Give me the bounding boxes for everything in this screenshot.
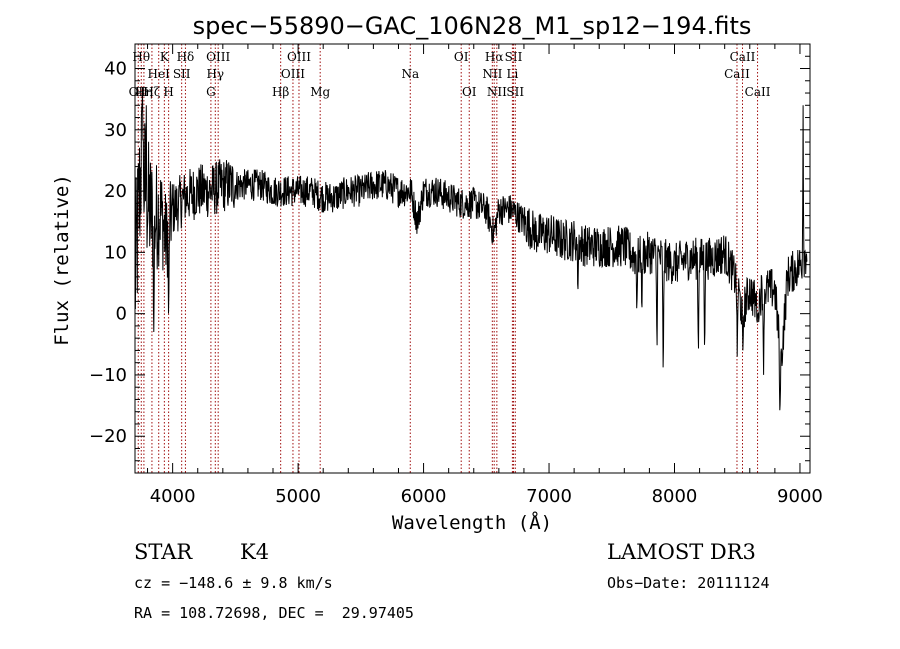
- line-marker-label: SII: [506, 85, 524, 99]
- x-axis-label: Wavelength (Å): [392, 511, 552, 534]
- line-marker-label: H: [163, 85, 173, 99]
- y-axis-label: Flux (relative): [51, 174, 73, 346]
- line-marker-label: Hγ: [206, 67, 224, 81]
- line-marker-label: OIII: [287, 50, 311, 64]
- object-subclass: K4: [240, 540, 270, 564]
- plot-frame: [134, 43, 811, 474]
- line-marker-label: Hη: [135, 85, 153, 99]
- y-tick-label: 30: [104, 120, 127, 141]
- line-marker-label: Li: [506, 67, 518, 81]
- line-marker-label: Hα: [485, 50, 504, 64]
- y-tick-label: 40: [104, 59, 127, 80]
- line-marker-label: SII: [173, 67, 191, 81]
- line-marker-label: NII: [482, 67, 502, 81]
- observation-date: Obs−Date: 20111124: [607, 574, 770, 592]
- x-axis: 4000 5000 6000 7000 8000 9000: [147, 44, 823, 507]
- x-tick-label: 4000: [150, 486, 196, 507]
- line-marker-label: Hθ: [132, 50, 150, 64]
- x-tick-label: 7000: [526, 486, 572, 507]
- line-marker-label: OI: [462, 85, 477, 99]
- line-marker-label: CaII: [730, 50, 756, 64]
- object-class: STAR: [134, 540, 193, 564]
- survey-name: LAMOST DR3: [607, 540, 756, 564]
- redshift-readout: cz = −148.6 ± 9.8 km/s: [134, 574, 333, 592]
- y-tick-label: 0: [116, 304, 127, 325]
- spectral-line-markers: OIIHθHηHζHeIKHSIIHδGHγOIIIHβOIIIOIIIMgNa…: [129, 44, 771, 473]
- line-marker-label: NII: [487, 85, 507, 99]
- line-marker-label: HeI: [148, 67, 171, 81]
- line-marker-label: OIII: [206, 50, 230, 64]
- line-marker-label: CaII: [745, 85, 771, 99]
- line-marker-label: Mg: [310, 85, 330, 99]
- line-marker-label: OII: [129, 85, 149, 99]
- spectrum-series: [134, 86, 808, 411]
- y-tick-label: −10: [89, 365, 127, 386]
- y-tick-label: 20: [104, 181, 127, 202]
- y-tick-label: 10: [104, 242, 127, 263]
- line-marker-label: G: [206, 85, 216, 99]
- line-marker-label: Hζ: [143, 85, 160, 99]
- y-axis: −20 −10 0 10 20 30 40: [89, 43, 810, 474]
- spectrum-line: [134, 86, 808, 411]
- x-tick-label: 8000: [652, 486, 698, 507]
- line-marker-label: Hβ: [272, 85, 289, 99]
- line-marker-label: Hδ: [177, 50, 195, 64]
- line-marker-label: Na: [401, 67, 419, 81]
- line-marker-label: K: [160, 50, 170, 64]
- line-marker-label: SII: [505, 50, 523, 64]
- line-marker-label: OI: [454, 50, 469, 64]
- line-marker-label: OIII: [281, 67, 305, 81]
- y-tick-label: −20: [89, 426, 127, 447]
- x-tick-label: 5000: [275, 486, 321, 507]
- x-tick-label: 6000: [401, 486, 447, 507]
- chart-title: spec−55890−GAC_106N28_M1_sp12−194.fits: [193, 12, 752, 40]
- line-marker-label: CaII: [724, 67, 750, 81]
- coordinates-readout: RA = 108.72698, DEC = 29.97405: [134, 604, 414, 622]
- x-tick-label: 9000: [777, 486, 823, 507]
